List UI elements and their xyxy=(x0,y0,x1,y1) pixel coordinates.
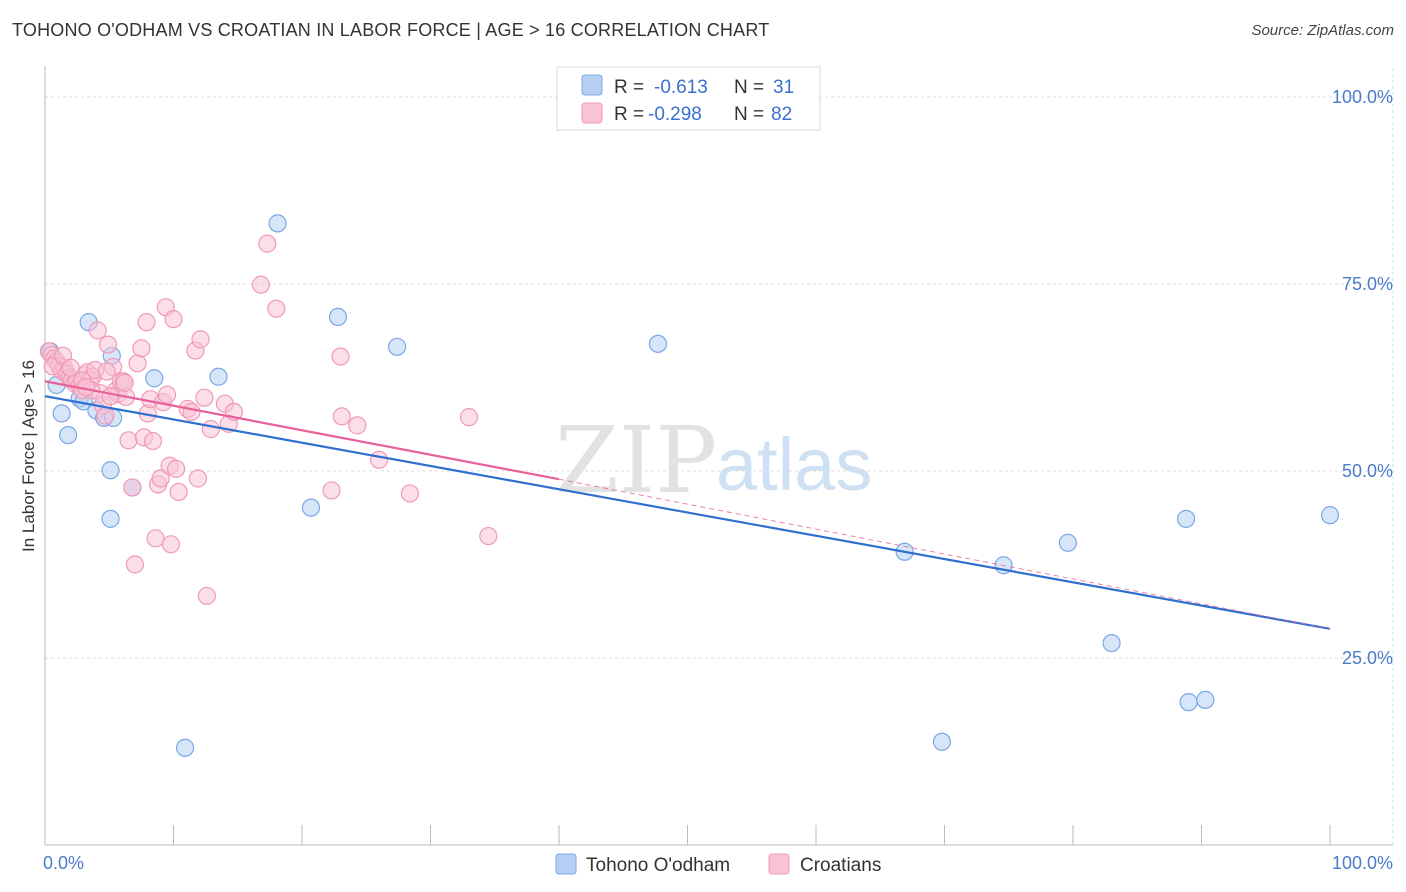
croatian-point-31 xyxy=(123,478,142,497)
x-tick-label-1: 100.0% xyxy=(1332,853,1393,873)
croatian-trend-line xyxy=(44,380,560,481)
croatian-point-58 xyxy=(201,420,220,439)
legend-r-value-croatians: -0.298 xyxy=(648,104,702,125)
tohono-point-20 xyxy=(387,337,407,356)
legend-r-label-tohono: R = xyxy=(614,77,644,98)
legend-r-value-tohono: -0.613 xyxy=(654,77,708,98)
y-tick-label-0: 25.0% xyxy=(1342,648,1393,668)
tohono-point-15 xyxy=(175,738,195,757)
watermark: ZIP atlas xyxy=(555,407,872,514)
y-tick-label-3: 100.0% xyxy=(1332,87,1393,107)
croatian-point-52 xyxy=(182,402,201,422)
croatian-point-49 xyxy=(166,459,186,478)
tohono-point-17 xyxy=(268,214,287,233)
legend-n-label-tohono: N = xyxy=(734,77,764,98)
croatian-point-42 xyxy=(151,469,170,488)
croatian-point-69 xyxy=(370,450,389,469)
croatian-point-75 xyxy=(61,358,80,377)
axes xyxy=(44,66,1393,846)
croatian-point-23 xyxy=(98,335,118,354)
croatian-trend-line-extension xyxy=(558,478,1331,630)
croatian-point-48 xyxy=(164,310,183,329)
croatian-point-54 xyxy=(188,469,208,488)
croatian-point-65 xyxy=(322,481,341,500)
tohono-point-11 xyxy=(101,461,120,480)
croatian-point-64 xyxy=(267,299,286,318)
croatian-point-19 xyxy=(88,321,107,340)
tohono-point-16 xyxy=(209,367,228,386)
bottom-legend: Tohono O'odham Croatians xyxy=(555,853,881,876)
legend-r-label-croatians: R = xyxy=(614,104,644,125)
croatian-point-39 xyxy=(143,431,163,451)
tohono-point-14 xyxy=(145,369,164,388)
croatian-point-70 xyxy=(400,484,420,503)
bottom-legend-swatch-croatians xyxy=(768,853,790,875)
tohono-point-12 xyxy=(101,509,120,528)
croatian-point-68 xyxy=(348,416,367,435)
bottom-legend-swatch-tohono xyxy=(555,853,577,875)
croatian-point-40 xyxy=(146,529,165,548)
croatian-point-57 xyxy=(197,586,217,606)
croatian-point-50 xyxy=(169,482,188,502)
tohono-point-25 xyxy=(1058,533,1077,552)
croatian-point-80 xyxy=(101,387,120,406)
legend-n-value-tohono: 31 xyxy=(773,77,794,98)
croatian-point-33 xyxy=(128,354,147,373)
croatian-point-78 xyxy=(97,362,116,381)
croatian-point-62 xyxy=(251,275,270,294)
y-axis-label: In Labor Force | Age > 16 xyxy=(19,360,38,552)
legend: R = -0.613 N = 31 R = -0.298 N = 82 xyxy=(556,66,821,131)
tohono-point-27 xyxy=(1176,509,1196,528)
bottom-legend-label-croatians: Croatians xyxy=(800,855,881,876)
chart-title: TOHONO O'ODHAM VS CROATIAN IN LABOR FORC… xyxy=(12,20,770,40)
croatian-point-36 xyxy=(137,313,156,332)
croatian-point-30 xyxy=(119,431,138,450)
croatian-point-72 xyxy=(479,526,498,546)
croatian-point-34 xyxy=(132,339,151,358)
legend-n-value-croatians: 82 xyxy=(771,104,792,125)
tohono-point-28 xyxy=(1179,693,1198,712)
y-tick-label-2: 75.0% xyxy=(1342,274,1393,294)
tohono-point-29 xyxy=(1196,690,1215,709)
tohono-point-21 xyxy=(648,334,668,353)
croatian-point-67 xyxy=(332,407,351,426)
tohono-point-23 xyxy=(932,732,952,751)
legend-swatch-croatians xyxy=(581,102,603,124)
croatian-point-22 xyxy=(96,406,115,425)
croatian-point-66 xyxy=(331,347,350,366)
y-tick-label-1: 50.0% xyxy=(1342,461,1393,481)
croatian-point-55 xyxy=(191,330,210,349)
tohono-point-18 xyxy=(301,498,321,517)
tohono-point-30 xyxy=(1320,506,1340,525)
trend-lines xyxy=(44,380,1331,630)
tohono-trend-line xyxy=(44,395,1331,630)
watermark-zip: ZIP xyxy=(555,407,717,514)
croatian-point-56 xyxy=(195,388,214,407)
tohono-point-2 xyxy=(52,404,71,423)
croatian-point-47 xyxy=(161,535,181,554)
tohono-point-26 xyxy=(1102,633,1121,653)
tick-labels: 25.0% 50.0% 75.0% 100.0% 0.0% 100.0% xyxy=(43,87,1393,873)
x-tick-label-0: 0.0% xyxy=(43,853,84,873)
watermark-atlas: atlas xyxy=(716,423,872,506)
croatian-point-79 xyxy=(115,373,134,392)
croatian-point-63 xyxy=(258,234,277,253)
tohono-point-19 xyxy=(328,307,348,327)
source-label: Source: ZipAtlas.com xyxy=(1251,22,1394,39)
data-points xyxy=(39,214,1340,757)
tohono-point-3 xyxy=(59,425,78,445)
bottom-legend-label-tohono: Tohono O'odham xyxy=(586,855,730,876)
croatian-point-45 xyxy=(157,385,177,404)
croatian-point-32 xyxy=(125,555,145,574)
legend-n-label-croatians: N = xyxy=(734,104,764,125)
croatian-point-71 xyxy=(459,408,479,427)
legend-swatch-tohono xyxy=(581,74,603,96)
